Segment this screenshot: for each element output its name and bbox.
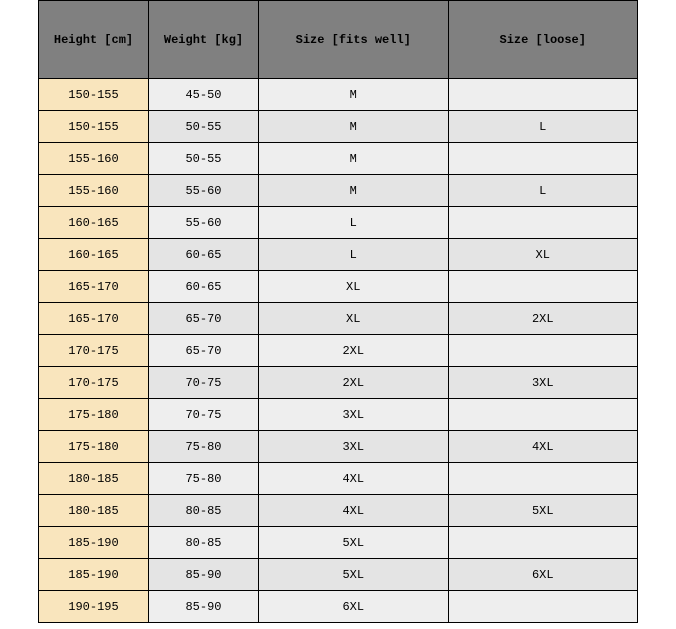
cell-weight: 50-55	[149, 143, 259, 175]
cell-weight: 70-75	[149, 399, 259, 431]
cell-height: 180-185	[39, 495, 149, 527]
cell-loose: 6XL	[448, 559, 638, 591]
cell-weight: 50-55	[149, 111, 259, 143]
table-row: 170-17565-702XL	[39, 335, 638, 367]
table-row: 160-16560-65LXL	[39, 239, 638, 271]
cell-loose: L	[448, 175, 638, 207]
cell-fits-well: M	[259, 175, 449, 207]
header-row: Height [cm] Weight [kg] Size [fits well]…	[39, 1, 638, 79]
cell-height: 175-180	[39, 431, 149, 463]
cell-weight: 80-85	[149, 527, 259, 559]
cell-weight: 55-60	[149, 207, 259, 239]
cell-fits-well: 3XL	[259, 399, 449, 431]
cell-weight: 55-60	[149, 175, 259, 207]
col-header-height: Height [cm]	[39, 1, 149, 79]
cell-fits-well: XL	[259, 271, 449, 303]
cell-fits-well: 2XL	[259, 335, 449, 367]
table-row: 165-17065-70XL2XL	[39, 303, 638, 335]
table-row: 150-15545-50M	[39, 79, 638, 111]
cell-weight: 65-70	[149, 335, 259, 367]
cell-loose: L	[448, 111, 638, 143]
cell-fits-well: M	[259, 79, 449, 111]
cell-height: 185-190	[39, 559, 149, 591]
table-row: 160-16555-60L	[39, 207, 638, 239]
col-header-loose: Size [loose]	[448, 1, 638, 79]
cell-loose	[448, 143, 638, 175]
cell-fits-well: L	[259, 239, 449, 271]
cell-fits-well: 4XL	[259, 495, 449, 527]
cell-height: 190-195	[39, 591, 149, 623]
table-row: 175-18075-803XL4XL	[39, 431, 638, 463]
cell-height: 185-190	[39, 527, 149, 559]
size-chart-container: Height [cm] Weight [kg] Size [fits well]…	[0, 0, 676, 623]
cell-fits-well: 6XL	[259, 591, 449, 623]
cell-weight: 45-50	[149, 79, 259, 111]
table-header: Height [cm] Weight [kg] Size [fits well]…	[39, 1, 638, 79]
cell-loose	[448, 335, 638, 367]
cell-loose	[448, 527, 638, 559]
cell-height: 160-165	[39, 207, 149, 239]
table-row: 185-19085-905XL6XL	[39, 559, 638, 591]
cell-fits-well: 4XL	[259, 463, 449, 495]
table-body: 150-15545-50M150-15550-55ML155-16050-55M…	[39, 79, 638, 623]
cell-loose	[448, 463, 638, 495]
cell-fits-well: XL	[259, 303, 449, 335]
table-row: 170-17570-752XL3XL	[39, 367, 638, 399]
table-row: 150-15550-55ML	[39, 111, 638, 143]
cell-weight: 85-90	[149, 559, 259, 591]
size-chart-table: Height [cm] Weight [kg] Size [fits well]…	[38, 0, 638, 623]
table-row: 175-18070-753XL	[39, 399, 638, 431]
cell-loose	[448, 207, 638, 239]
table-row: 155-16055-60ML	[39, 175, 638, 207]
cell-fits-well: 2XL	[259, 367, 449, 399]
cell-loose: XL	[448, 239, 638, 271]
table-row: 185-19080-855XL	[39, 527, 638, 559]
cell-height: 155-160	[39, 175, 149, 207]
cell-weight: 65-70	[149, 303, 259, 335]
cell-weight: 60-65	[149, 239, 259, 271]
cell-height: 165-170	[39, 271, 149, 303]
table-row: 180-18575-804XL	[39, 463, 638, 495]
cell-fits-well: 5XL	[259, 559, 449, 591]
cell-height: 150-155	[39, 111, 149, 143]
cell-weight: 80-85	[149, 495, 259, 527]
col-header-fits-well: Size [fits well]	[259, 1, 449, 79]
cell-loose	[448, 399, 638, 431]
cell-height: 165-170	[39, 303, 149, 335]
cell-height: 170-175	[39, 367, 149, 399]
table-row: 165-17060-65XL	[39, 271, 638, 303]
cell-loose	[448, 79, 638, 111]
cell-loose: 2XL	[448, 303, 638, 335]
cell-loose	[448, 271, 638, 303]
cell-height: 180-185	[39, 463, 149, 495]
cell-fits-well: L	[259, 207, 449, 239]
cell-fits-well: 3XL	[259, 431, 449, 463]
cell-height: 155-160	[39, 143, 149, 175]
table-row: 180-18580-854XL5XL	[39, 495, 638, 527]
cell-weight: 70-75	[149, 367, 259, 399]
cell-weight: 85-90	[149, 591, 259, 623]
cell-fits-well: M	[259, 111, 449, 143]
cell-weight: 75-80	[149, 431, 259, 463]
cell-loose: 5XL	[448, 495, 638, 527]
cell-height: 160-165	[39, 239, 149, 271]
cell-weight: 60-65	[149, 271, 259, 303]
col-header-weight: Weight [kg]	[149, 1, 259, 79]
cell-loose: 3XL	[448, 367, 638, 399]
table-row: 155-16050-55M	[39, 143, 638, 175]
cell-fits-well: 5XL	[259, 527, 449, 559]
cell-height: 175-180	[39, 399, 149, 431]
cell-fits-well: M	[259, 143, 449, 175]
cell-height: 150-155	[39, 79, 149, 111]
cell-weight: 75-80	[149, 463, 259, 495]
cell-loose: 4XL	[448, 431, 638, 463]
table-row: 190-19585-906XL	[39, 591, 638, 623]
cell-loose	[448, 591, 638, 623]
cell-height: 170-175	[39, 335, 149, 367]
